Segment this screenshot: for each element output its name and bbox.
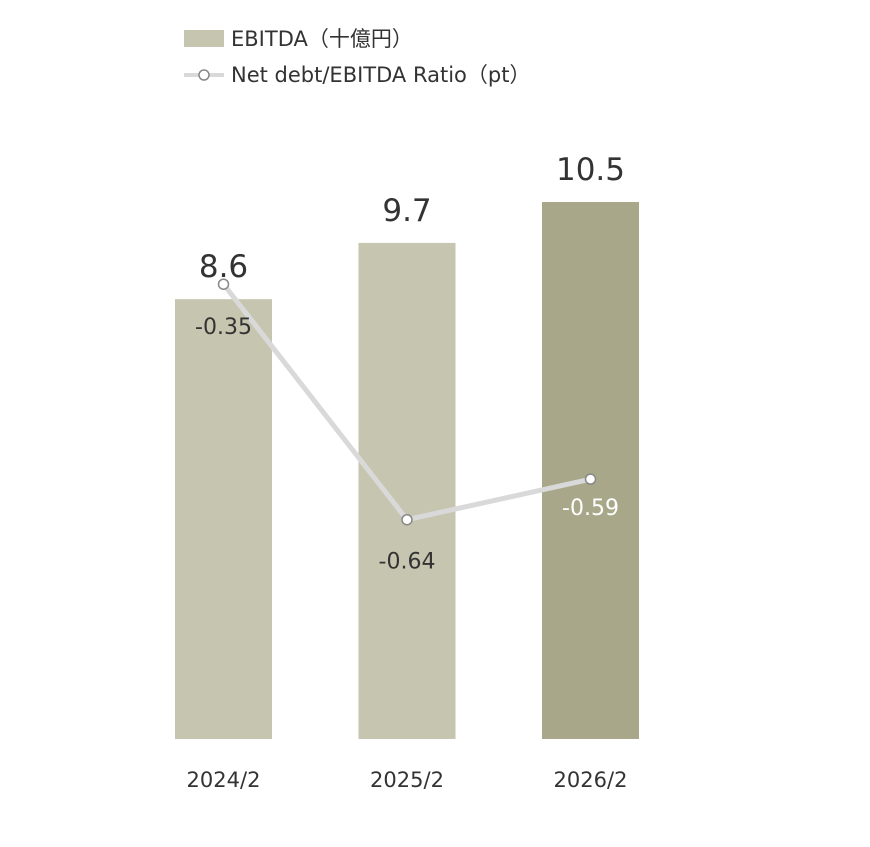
ratio-value-label: -0.64 — [379, 550, 436, 575]
x-tick-label: 2025/2 — [370, 768, 444, 792]
ratio-value-label: -0.59 — [562, 496, 619, 521]
x-tick-label: 2024/2 — [187, 768, 261, 792]
ratio-marker — [401, 513, 413, 526]
bar-value-label: 8.6 — [199, 249, 248, 285]
bar-2026-2 — [542, 202, 639, 739]
legend-bar-label: EBITDA（十億円） — [231, 27, 413, 51]
line-layer — [217, 278, 597, 526]
bar-2025-2 — [358, 242, 456, 739]
x-axis: 2024/2 2025/2 2026/2 — [187, 768, 628, 792]
ratio-marker — [584, 473, 597, 485]
bar-value-label: 9.7 — [382, 193, 431, 229]
legend-line-marker-icon — [198, 69, 210, 81]
ratio-value-label: -0.35 — [195, 315, 252, 340]
legend-bar-swatch — [184, 30, 224, 47]
bar-value-label: 10.5 — [556, 152, 625, 188]
legend: EBITDA（十億円） Net debt/EBITDA Ratio（pt） — [184, 27, 530, 87]
bar-2024-2 — [175, 299, 272, 739]
x-tick-label: 2026/2 — [554, 768, 628, 792]
ratio-marker — [217, 278, 230, 290]
bars-layer — [175, 202, 639, 739]
legend-line-label: Net debt/EBITDA Ratio（pt） — [231, 63, 530, 87]
labels-layer: 8.6 9.7 10.5 -0.35 -0.64 -0.59 — [195, 152, 625, 575]
